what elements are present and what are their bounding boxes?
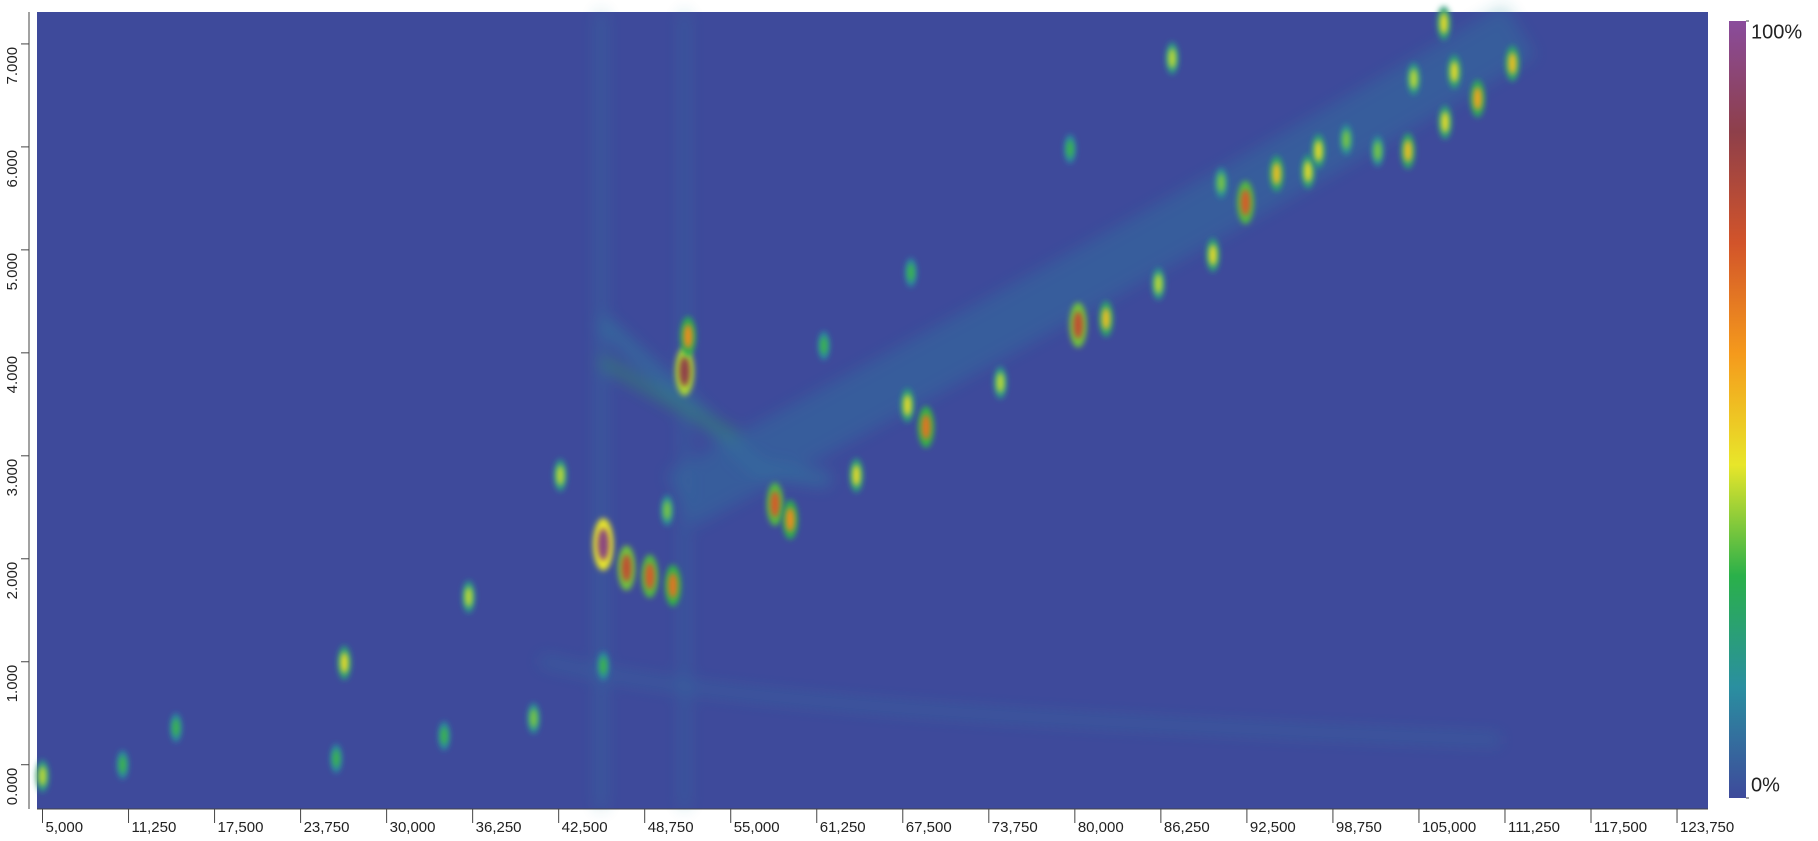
peak: [341, 652, 349, 673]
peak: [333, 750, 339, 768]
peak: [921, 414, 930, 439]
peak: [1273, 163, 1281, 185]
x-tick-label: 42,500: [562, 819, 608, 836]
peak: [1155, 274, 1162, 294]
peak: [1508, 52, 1516, 74]
x-tick-label: 17,500: [218, 819, 264, 836]
peak: [1451, 61, 1459, 82]
peak: [597, 528, 609, 560]
peak: [173, 719, 179, 737]
x-tick-label: 11,250: [132, 819, 177, 836]
x-tick-label: 73,750: [992, 819, 1038, 836]
peak: [119, 756, 125, 774]
peak: [39, 766, 46, 786]
peak: [1343, 130, 1350, 149]
peak: [1473, 87, 1481, 110]
peak: [1102, 308, 1110, 330]
x-tick-label: 105,000: [1422, 819, 1476, 836]
y-tick-label: 5.000: [4, 253, 21, 291]
x-tick-label: 111,250: [1508, 819, 1560, 836]
peak: [1410, 69, 1417, 89]
y-tick-label: 4.000: [4, 356, 21, 394]
peak: [557, 465, 564, 485]
peak: [1441, 112, 1449, 133]
chart: 5,000 11,250 17,500 23,750 30,000 36,250 42,50…: [0, 0, 1818, 841]
y-tick-label: 3.000: [4, 459, 21, 497]
peak: [1209, 245, 1217, 266]
x-tick-label: 123,750: [1680, 819, 1734, 836]
peak: [679, 357, 690, 387]
peak: [786, 508, 795, 532]
peak: [668, 573, 677, 598]
peak: [530, 709, 537, 728]
x-tick-label: 117,500: [1594, 819, 1647, 836]
x-tick-label: 61,250: [820, 819, 866, 836]
peak: [1169, 48, 1176, 68]
peak: [908, 264, 914, 282]
peak: [645, 563, 655, 589]
x-tick-label: 55,000: [734, 819, 780, 836]
colorbar: [1729, 21, 1746, 798]
colorbar-label: 100%: [1751, 21, 1802, 43]
x-tick-label: 23,750: [304, 819, 350, 836]
x-tick-label: 80,000: [1078, 819, 1124, 836]
peak: [664, 501, 671, 520]
peak: [622, 554, 632, 582]
peak: [770, 491, 780, 517]
x-tick-label: 48,750: [648, 819, 694, 836]
peak: [997, 373, 1004, 393]
peak: [853, 465, 861, 486]
x-tick-label: 86,250: [1164, 819, 1210, 836]
y-tick-label: 2.000: [4, 562, 21, 600]
x-tick-label: 30,000: [390, 819, 436, 836]
x-tick-label: 5,000: [46, 819, 84, 836]
peak: [1315, 141, 1323, 162]
peak: [1440, 13, 1448, 34]
peak: [1073, 311, 1083, 339]
y-tick-label: 7.000: [4, 47, 21, 85]
x-tick-label: 67,500: [906, 819, 952, 836]
peak: [821, 337, 827, 355]
peak: [1241, 189, 1251, 215]
streak: [598, 12, 604, 809]
y-tick-label: 6.000: [4, 150, 21, 188]
peak: [1067, 140, 1073, 158]
peak: [684, 324, 693, 348]
peak: [465, 587, 472, 607]
colorbar-label: 0%: [1751, 774, 1780, 796]
peak: [1304, 161, 1312, 182]
y-tick-label: 1.000: [4, 665, 21, 703]
peak: [600, 657, 606, 675]
peak: [1218, 174, 1225, 193]
peak: [904, 395, 912, 416]
peak: [441, 727, 447, 745]
x-tick-label: 98,750: [1336, 819, 1382, 836]
peak: [1404, 140, 1412, 162]
x-tick-label: 36,250: [476, 819, 522, 836]
peak: [1374, 142, 1381, 161]
y-tick-label: 0.000: [4, 768, 21, 806]
page: {"chart_data": {"type": "heatmap", "back…: [0, 0, 1818, 841]
x-tick-label: 92,500: [1250, 819, 1296, 836]
